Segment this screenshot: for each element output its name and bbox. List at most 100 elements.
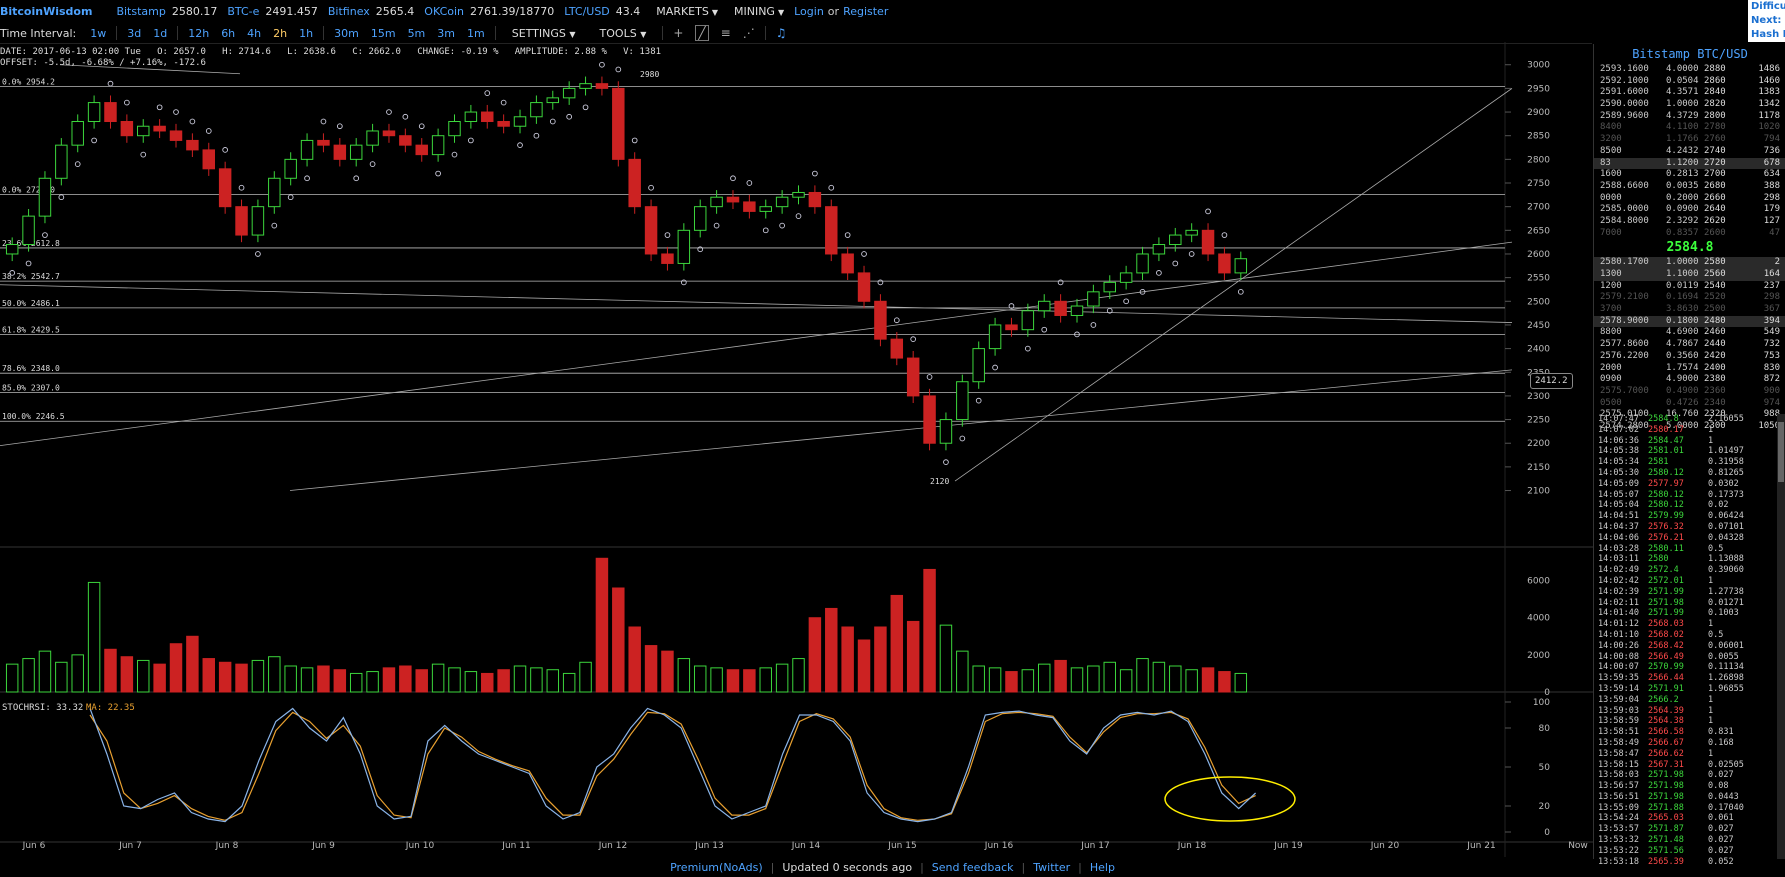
candle-body: [153, 125, 166, 132]
bid-row[interactable]: 2576.2200 0.3560 2420 753: [1594, 351, 1785, 363]
ask-row[interactable]: 2588.6600 0.0035 2680 388: [1594, 181, 1785, 193]
fib-tool-icon[interactable]: ≡: [720, 26, 731, 40]
ask-row[interactable]: 2590.0000 1.0000 2820 1342: [1594, 99, 1785, 111]
bid-row[interactable]: 2575.7000 0.4900 2360 900: [1594, 386, 1785, 398]
interval-1m[interactable]: 1m: [467, 26, 485, 40]
interval-12h[interactable]: 12h: [188, 26, 210, 40]
trade-row: 13:58:51 2566.58 0.831: [1594, 727, 1784, 738]
bid-row[interactable]: 1300 1.1000 2560 164: [1594, 269, 1785, 281]
premium-link[interactable]: Premium(NoAds): [670, 861, 763, 874]
bid-row[interactable]: 1200 0.0119 2540 237: [1594, 281, 1785, 293]
sar-dot: [910, 336, 917, 342]
market-bitfinex[interactable]: Bitfinex: [327, 4, 370, 18]
candle-body: [415, 144, 428, 156]
candle-body: [661, 253, 674, 264]
bid-row[interactable]: 8800 4.6900 2460 549: [1594, 327, 1785, 339]
candle-body: [743, 201, 756, 212]
interval-1d[interactable]: 1d: [153, 26, 168, 40]
orderbook-title[interactable]: Bitstamp BTC/USD: [1632, 47, 1748, 61]
market-bitstamp[interactable]: Bitstamp: [116, 4, 166, 18]
bid-cell: 2560: [1704, 269, 1726, 279]
sar-dot: [287, 194, 294, 201]
bid-row[interactable]: 3700 3.8630 2500 367: [1594, 304, 1785, 316]
price-tick-label: 2100: [1527, 487, 1550, 497]
alert-bell-icon[interactable]: ♫: [775, 26, 787, 40]
ask-row[interactable]: 7000 0.8357 2600 47: [1594, 228, 1785, 240]
mining-menu[interactable]: MINING ▼: [733, 4, 785, 18]
settings-menu[interactable]: SETTINGS ▼: [511, 26, 576, 40]
interval-3d[interactable]: 3d: [127, 26, 142, 40]
ask-row[interactable]: 3200 1.1766 2760 794: [1594, 134, 1785, 146]
ask-cell: 2640: [1704, 204, 1726, 215]
help-link[interactable]: Help: [1089, 861, 1115, 874]
bid-cell: 2520: [1704, 292, 1726, 303]
interval-1h[interactable]: 1h: [299, 26, 314, 40]
interval-2h[interactable]: 2h: [273, 26, 288, 40]
volume-bar: [22, 658, 35, 693]
ask-cell: 0.0504: [1666, 75, 1699, 86]
register-link[interactable]: Register: [843, 4, 889, 18]
send-feedback-link[interactable]: Send feedback: [931, 861, 1014, 874]
interval-1w[interactable]: 1w: [90, 26, 107, 40]
interval-30m[interactable]: 30m: [334, 26, 359, 40]
tools-menu[interactable]: TOOLS ▼: [599, 26, 647, 40]
market-ltcusd[interactable]: LTC/USD: [564, 4, 610, 18]
markets-menu[interactable]: MARKETS ▼: [656, 4, 718, 18]
sar-dot: [713, 222, 720, 229]
ask-row[interactable]: 83 1.1200 2720 678: [1594, 157, 1785, 170]
sar-dot: [877, 279, 884, 286]
bid-row[interactable]: 2574.2800 5.0000 2300 1050: [1594, 421, 1785, 433]
difficulty-box: Difficu Next: Hash R: [1748, 0, 1785, 42]
fib-level-label: 0.0% 2726.0: [2, 185, 55, 194]
market-okcoin[interactable]: OKCoin: [424, 4, 465, 18]
volume-tick-label: 0: [1544, 688, 1550, 698]
ask-row[interactable]: 2592.1000 0.0504 2860 1460: [1594, 76, 1785, 88]
trades-scrollbar[interactable]: [1777, 414, 1785, 859]
volume-bar: [464, 671, 478, 693]
ask-row[interactable]: 8500 4.2432 2740 736: [1594, 146, 1785, 158]
bid-row[interactable]: 2577.8600 4.7867 2440 732: [1594, 339, 1785, 351]
bid-row[interactable]: 2578.9000 0.1800 2480 394: [1594, 315, 1785, 328]
fan-tool-icon[interactable]: ⋰: [742, 26, 755, 40]
sar-dot: [861, 251, 867, 257]
line-tool-icon[interactable]: ╱: [695, 25, 709, 41]
interval-4h[interactable]: 4h: [247, 26, 262, 40]
scrollbar-thumb[interactable]: [1778, 422, 1784, 482]
ask-row[interactable]: 2589.9600 4.3729 2800 1178: [1594, 111, 1785, 123]
ask-cell: 8400: [1600, 122, 1622, 133]
login-link[interactable]: Login: [794, 4, 824, 18]
sar-dot: [664, 232, 671, 238]
bid-row[interactable]: 2000 1.7574 2400 830: [1594, 363, 1785, 375]
bid-cell: 974: [1763, 397, 1780, 408]
trade-row: 14:03:28 2580.11 0.5: [1594, 544, 1784, 555]
ask-row[interactable]: 0000 0.2000 2660 298: [1594, 193, 1785, 205]
twitter-link[interactable]: Twitter: [1033, 861, 1071, 874]
bid-row[interactable]: 0900 4.9000 2380 872: [1594, 374, 1785, 386]
bid-row[interactable]: 2575.0100 16.760 2320 988: [1594, 409, 1785, 421]
interval-3m[interactable]: 3m: [437, 26, 455, 40]
trade-amount: 0.07101: [1708, 521, 1744, 532]
price-chart[interactable]: 2100215022002250230023502400245025002550…: [0, 42, 1593, 857]
bid-row[interactable]: 0500 0.4726 2340 974: [1594, 398, 1785, 410]
sar-dot: [680, 279, 687, 286]
ask-row[interactable]: 2591.6000 4.3571 2840 1383: [1594, 87, 1785, 99]
interval-6h[interactable]: 6h: [221, 26, 236, 40]
market-btce[interactable]: BTC-e: [227, 4, 260, 18]
site-logo[interactable]: BitcoinWisdom: [0, 4, 93, 18]
trade-row: 13:53:57 2571.87 0.027: [1594, 824, 1784, 835]
date-tick-label: Jun 20: [1370, 841, 1400, 851]
interval-5m[interactable]: 5m: [407, 26, 426, 40]
ask-row[interactable]: 8400 4.1100 2780 1020: [1594, 122, 1785, 134]
ask-row[interactable]: 2593.1600 4.0000 2880 1486: [1594, 64, 1785, 76]
bid-row[interactable]: 2579.2100 0.1694 2520 298: [1594, 292, 1785, 304]
ask-row[interactable]: 2585.0000 0.0900 2640 179: [1594, 204, 1785, 216]
interval-15m[interactable]: 15m: [370, 26, 396, 40]
crosshair-icon[interactable]: +: [673, 26, 684, 40]
bid-cell: 2460: [1704, 327, 1726, 338]
trade-time: 13:58:51: [1598, 727, 1639, 738]
volume-bar: [808, 617, 822, 693]
bid-row[interactable]: 2580.1700 1.0000 2580 2: [1594, 257, 1785, 269]
ask-cell: 2860: [1704, 75, 1726, 86]
ask-row[interactable]: 2584.8000 2.3292 2620 127: [1594, 216, 1785, 228]
ask-row[interactable]: 1600 0.2813 2700 634: [1594, 169, 1785, 181]
